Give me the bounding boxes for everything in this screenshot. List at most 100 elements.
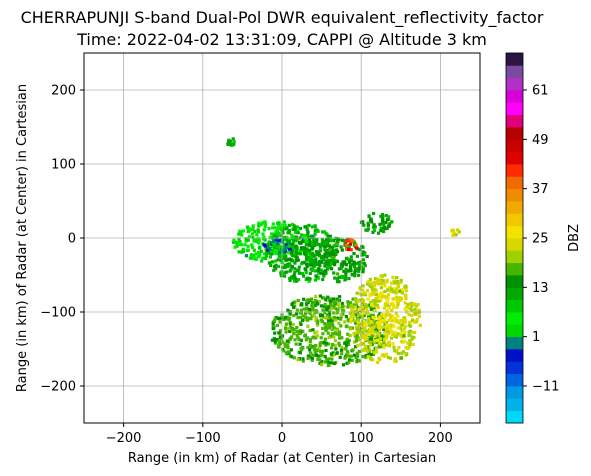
echo-pixel xyxy=(383,338,387,342)
echo-pixel xyxy=(302,235,307,239)
echo-pixel xyxy=(406,347,410,351)
echo-pixel xyxy=(231,137,235,141)
echo-pixel xyxy=(385,334,389,338)
echo-pixel xyxy=(293,270,297,274)
echo-pixel xyxy=(288,278,292,283)
echo-pixel xyxy=(400,340,404,344)
echo-pixel xyxy=(311,336,315,340)
echo-pixel xyxy=(335,297,339,301)
echo-pixel xyxy=(331,343,335,347)
colorbar-tick-label: 49 xyxy=(532,133,549,148)
echo-pixel xyxy=(327,258,331,262)
echo-pixel xyxy=(402,318,406,322)
echo-pixel xyxy=(279,259,283,263)
y-tick-label: 100 xyxy=(51,158,76,173)
echo-pixel xyxy=(371,289,375,294)
echo-pixel xyxy=(292,273,296,277)
echo-pixel xyxy=(344,325,348,329)
echo-pixel xyxy=(380,221,384,225)
echo-pixel xyxy=(365,309,370,313)
echo-pixel xyxy=(376,331,380,335)
echo-pixel xyxy=(278,248,282,252)
echo-pixel xyxy=(396,285,400,289)
echo-pixel xyxy=(341,363,346,367)
echo-pixel xyxy=(295,308,299,312)
echo-pixel xyxy=(250,232,255,236)
echo-pixel xyxy=(418,323,422,327)
echo-pixel xyxy=(305,318,309,322)
echo-pixel xyxy=(404,296,408,301)
echo-pixel xyxy=(366,221,370,225)
echo-pixel xyxy=(392,349,397,353)
echo-pixel xyxy=(318,249,322,253)
echo-pixel xyxy=(291,249,295,253)
echo-pixel xyxy=(356,320,360,324)
echo-pixel xyxy=(333,276,337,280)
echo-pixel xyxy=(279,316,284,320)
echo-pixel xyxy=(348,320,352,324)
echo-pixel xyxy=(330,238,334,242)
echo-pixel xyxy=(376,295,380,299)
echo-pixel xyxy=(376,321,380,325)
echo-pixel xyxy=(273,319,277,323)
echo-pixel xyxy=(364,306,369,310)
echo-pixel xyxy=(377,326,381,330)
echo-pixel xyxy=(358,359,362,363)
echo-pixel xyxy=(385,218,389,222)
colorbar-segment xyxy=(506,213,523,227)
echo-pixel xyxy=(307,298,311,302)
echo-pixel xyxy=(286,350,290,354)
echo-pixel xyxy=(319,354,323,358)
echo-pixel xyxy=(320,237,324,241)
echo-pixel xyxy=(325,233,329,237)
echo-pixel xyxy=(283,223,287,227)
chart-title-line2: Time: 2022-04-02 13:31:09, CAPPI @ Altit… xyxy=(76,30,487,49)
echo-pixel xyxy=(328,252,332,256)
echo-pixel xyxy=(319,268,324,272)
echo-pixel xyxy=(346,300,350,304)
echo-pixel xyxy=(326,363,330,367)
echo-pixel xyxy=(304,258,309,262)
echo-pixel xyxy=(366,297,370,301)
echo-pixel xyxy=(346,269,350,273)
echo-pixel xyxy=(246,244,250,248)
echo-pixel xyxy=(354,303,358,307)
echo-pixel xyxy=(299,322,303,326)
echo-pixel xyxy=(288,269,292,273)
colorbar-segment xyxy=(506,164,523,177)
echo-pixel xyxy=(308,240,312,244)
echo-pixel xyxy=(236,241,240,245)
echo-pixel xyxy=(284,351,288,355)
echo-pixel xyxy=(417,314,421,318)
echo-pixel xyxy=(301,240,305,244)
echo-pixel xyxy=(415,318,419,322)
echo-pixel xyxy=(451,228,455,232)
echo-pixel xyxy=(255,233,259,237)
echo-pixel xyxy=(369,281,373,285)
echo-pixel xyxy=(404,346,408,350)
echo-pixel xyxy=(324,252,328,256)
echo-pixel xyxy=(287,247,291,251)
echo-pixel xyxy=(354,356,358,360)
echo-pixel xyxy=(388,356,393,360)
echo-pixel xyxy=(276,242,280,246)
echo-pixel xyxy=(306,231,310,235)
echo-pixel xyxy=(333,331,337,335)
echo-pixel xyxy=(306,345,310,349)
echo-pixel xyxy=(262,228,266,232)
echo-pixel xyxy=(227,138,231,142)
echo-pixel xyxy=(380,275,384,279)
echo-pixel xyxy=(270,226,275,230)
echo-pixel xyxy=(358,292,362,296)
echo-pixel xyxy=(342,239,346,243)
echo-pixel xyxy=(294,231,298,235)
echo-pixel xyxy=(401,288,405,292)
echo-pixel xyxy=(360,300,364,304)
echo-pixel xyxy=(392,324,396,328)
echo-pixel xyxy=(312,300,316,304)
echo-pixel xyxy=(372,225,377,229)
echo-pixel xyxy=(343,276,347,280)
echo-pixel xyxy=(330,332,335,336)
echo-pixel xyxy=(286,262,290,266)
echo-pixel xyxy=(251,245,255,249)
